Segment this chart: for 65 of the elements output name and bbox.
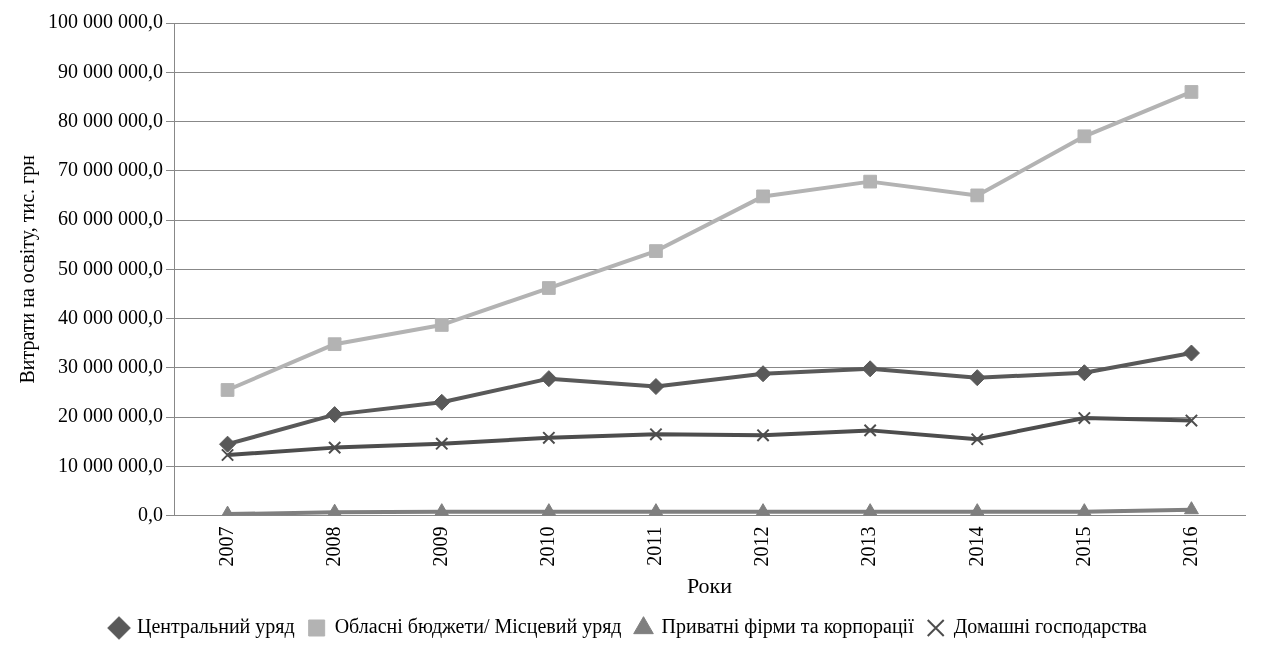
x-tick-label: 2011	[643, 526, 666, 566]
point	[863, 423, 877, 438]
point	[1075, 364, 1093, 382]
y-tick-label: 60 000 000,0	[58, 207, 163, 230]
point	[756, 428, 770, 442]
point	[969, 503, 985, 516]
point	[541, 503, 557, 516]
point	[861, 360, 879, 378]
point	[219, 435, 237, 453]
y-tick-label: 10 000 000,0	[58, 453, 163, 476]
y-tick-label: 70 000 000,0	[58, 158, 163, 181]
point	[434, 503, 450, 516]
point	[220, 383, 235, 397]
point	[1077, 411, 1092, 425]
point	[649, 427, 663, 441]
point	[755, 503, 771, 516]
point	[863, 174, 878, 189]
point	[756, 189, 770, 204]
x-tick-label: 2010	[536, 526, 559, 567]
point	[1076, 503, 1092, 516]
y-tick-label: 40 000 000,0	[58, 305, 163, 328]
x-tick-label: 2008	[321, 526, 344, 567]
y-tick-label: 100 000 000,0	[48, 10, 163, 33]
x-tick-label: 2015	[1071, 526, 1094, 567]
x-tick-label: 2012	[750, 526, 773, 567]
y-tick-label: 80 000 000,0	[58, 108, 163, 131]
y-tick-label: 20 000 000,0	[58, 404, 163, 427]
point	[1077, 129, 1092, 144]
x-tick-label: 2016	[1178, 526, 1201, 567]
point	[970, 188, 985, 203]
point	[220, 448, 235, 462]
point	[1184, 85, 1199, 99]
point	[434, 318, 449, 332]
point	[327, 337, 342, 352]
point	[648, 503, 664, 516]
point	[542, 431, 556, 445]
legend-label: Центральний уряд	[137, 615, 295, 639]
x-tick-label: 2013	[857, 526, 880, 567]
y-tick-label: 90 000 000,0	[58, 59, 163, 82]
legend-label: Приватні фірми та корпорації	[661, 615, 915, 639]
y-tick-label: 0,0	[138, 502, 163, 525]
point	[433, 393, 451, 411]
point	[327, 440, 342, 455]
x-tick-label: 2009	[429, 526, 451, 567]
legend-label: Домашні господарства	[953, 615, 1148, 639]
point	[968, 369, 986, 387]
point	[754, 365, 772, 383]
y-tick-label: 50 000 000,0	[58, 256, 163, 279]
point	[541, 281, 556, 295]
point	[540, 370, 558, 388]
x-tick-label: 2007	[214, 526, 237, 567]
y-axis-title: Витрати на освіту, тис. грн	[16, 154, 40, 384]
point	[649, 244, 663, 258]
point	[970, 432, 984, 446]
point	[1184, 501, 1199, 515]
point	[862, 503, 878, 516]
point	[435, 437, 449, 451]
point	[1182, 344, 1200, 362]
x-tick-label: 2014	[964, 526, 987, 567]
y-tick-label: 30 000 000,0	[58, 355, 163, 378]
x-axis-title: Роки	[686, 572, 733, 598]
legend-label: Обласні бюджети/ Місцевий уряд	[334, 615, 622, 639]
point	[647, 378, 665, 396]
point	[326, 406, 344, 424]
point	[1184, 413, 1199, 428]
